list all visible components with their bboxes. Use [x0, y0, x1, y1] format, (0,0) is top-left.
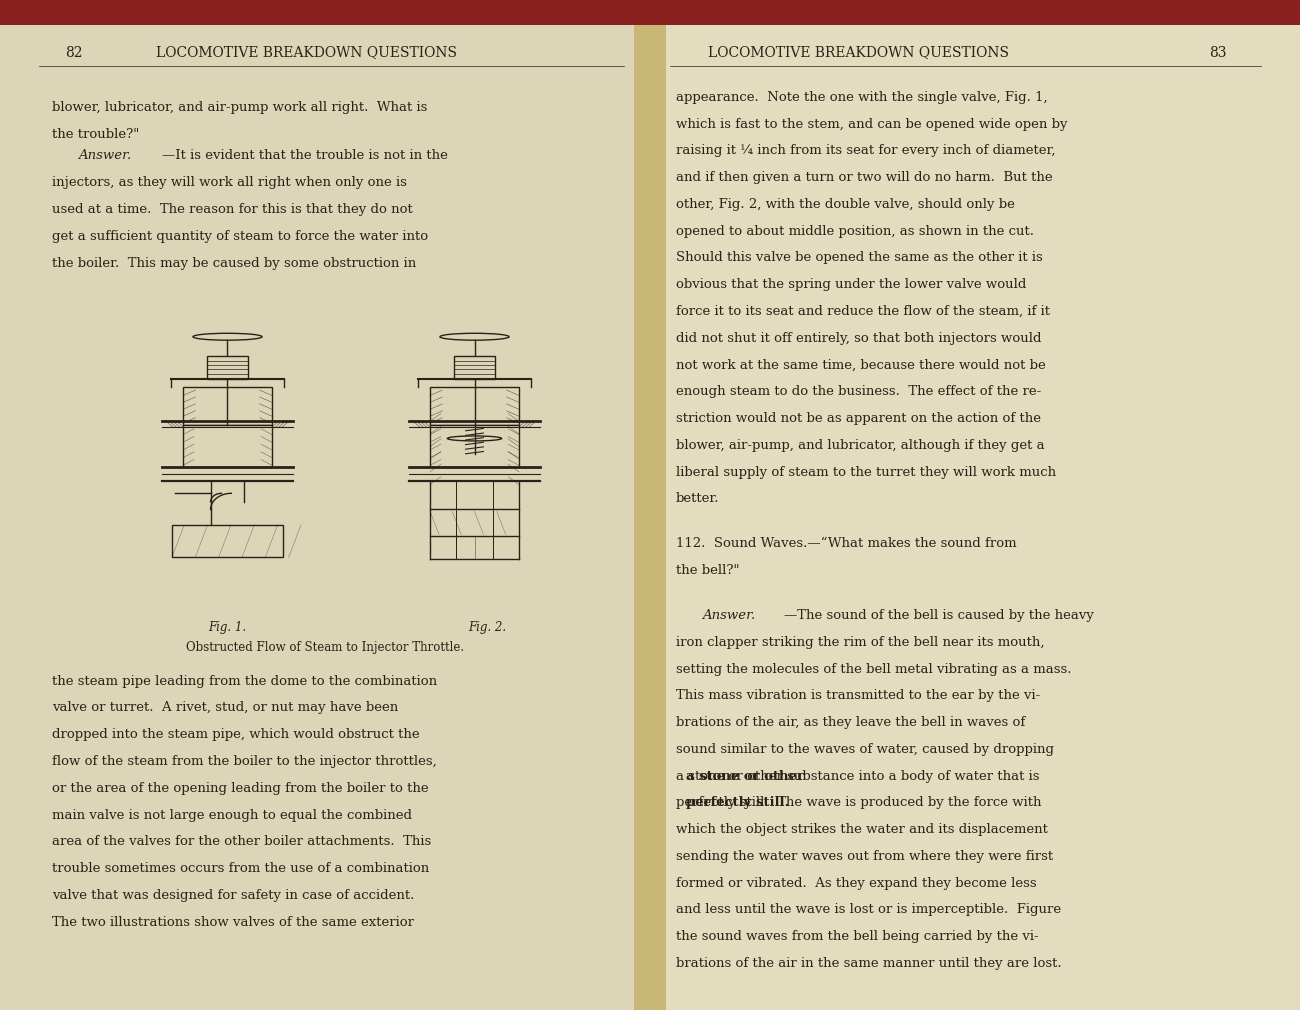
Bar: [0, 25, 650, 1010]
Text: brations of the air, as they leave the bell in waves of: brations of the air, as they leave the b…: [676, 716, 1026, 729]
Ellipse shape: [439, 333, 510, 340]
Text: used at a time.  The reason for this is that they do not: used at a time. The reason for this is t…: [52, 203, 413, 216]
Text: flow of the steam from the boiler to the injector throttles,: flow of the steam from the boiler to the…: [52, 755, 437, 768]
Text: which the object strikes the water and its displacement: which the object strikes the water and i…: [676, 823, 1048, 836]
Text: LOCOMOTIVE BREAKDOWN QUESTIONS: LOCOMOTIVE BREAKDOWN QUESTIONS: [708, 45, 1010, 60]
Text: 83: 83: [1209, 45, 1226, 60]
Text: perfectly still.: perfectly still.: [686, 796, 790, 809]
Text: brations of the air in the same manner until they are lost.: brations of the air in the same manner u…: [676, 957, 1062, 970]
Text: appearance.  Note the one with the single valve, Fig. 1,: appearance. Note the one with the single…: [676, 91, 1048, 104]
Text: not work at the same time, because there would not be: not work at the same time, because there…: [676, 359, 1045, 372]
Bar: [207, 356, 248, 379]
Text: a stone or other substance into a body of water that is: a stone or other substance into a body o…: [676, 770, 1040, 783]
Text: the trouble?": the trouble?": [52, 127, 139, 140]
Text: did not shut it off entirely, so that both injectors would: did not shut it off entirely, so that bo…: [676, 331, 1041, 344]
Text: The two illustrations show valves of the same exterior: The two illustrations show valves of the…: [52, 915, 413, 928]
Text: opened to about middle position, as shown in the cut.: opened to about middle position, as show…: [676, 224, 1034, 237]
Text: 82: 82: [65, 45, 82, 60]
Bar: [634, 25, 666, 1010]
Text: injectors, as they will work all right when only one is: injectors, as they will work all right w…: [52, 176, 407, 189]
Text: LOCOMOTIVE BREAKDOWN QUESTIONS: LOCOMOTIVE BREAKDOWN QUESTIONS: [156, 45, 458, 60]
Text: Fig. 2.: Fig. 2.: [468, 621, 507, 634]
Bar: [183, 387, 272, 425]
Text: dropped into the steam pipe, which would obstruct the: dropped into the steam pipe, which would…: [52, 728, 420, 741]
Text: sound similar to the waves of water, caused by dropping: sound similar to the waves of water, cau…: [676, 742, 1054, 755]
Text: Answer.: Answer.: [78, 149, 131, 163]
Text: —It is evident that the trouble is not in the: —It is evident that the trouble is not i…: [162, 149, 448, 163]
Text: get a sufficient quantity of steam to force the water into: get a sufficient quantity of steam to fo…: [52, 230, 428, 242]
Text: liberal supply of steam to the turret they will work much: liberal supply of steam to the turret th…: [676, 466, 1056, 479]
Text: the boiler.  This may be caused by some obstruction in: the boiler. This may be caused by some o…: [52, 257, 416, 270]
Text: better.: better.: [676, 492, 719, 505]
Text: other, Fig. 2, with the double valve, should only be: other, Fig. 2, with the double valve, sh…: [676, 198, 1015, 211]
Bar: [172, 525, 283, 558]
Text: trouble sometimes occurs from the use of a combination: trouble sometimes occurs from the use of…: [52, 862, 429, 875]
Text: setting the molecules of the bell metal vibrating as a mass.: setting the molecules of the bell metal …: [676, 663, 1071, 676]
Text: force it to its seat and reduce the flow of the steam, if it: force it to its seat and reduce the flow…: [676, 305, 1050, 318]
Text: raising it ¼ inch from its seat for every inch of diameter,: raising it ¼ inch from its seat for ever…: [676, 144, 1056, 158]
Text: Obstructed Flow of Steam to Injector Throttle.: Obstructed Flow of Steam to Injector Thr…: [186, 641, 464, 654]
Text: and if then given a turn or two will do no harm.  But the: and if then given a turn or two will do …: [676, 171, 1053, 184]
Text: Should this valve be opened the same as the other it is: Should this valve be opened the same as …: [676, 251, 1043, 265]
Text: and less until the wave is lost or is imperceptible.  Figure: and less until the wave is lost or is im…: [676, 903, 1061, 916]
Text: Answer.: Answer.: [702, 609, 755, 622]
Text: the sound waves from the bell being carried by the vi-: the sound waves from the bell being carr…: [676, 930, 1039, 943]
Bar: [0, 0, 1300, 25]
Text: valve or turret.  A rivet, stud, or nut may have been: valve or turret. A rivet, stud, or nut m…: [52, 701, 398, 714]
Text: the steam pipe leading from the dome to the combination: the steam pipe leading from the dome to …: [52, 675, 437, 688]
Text: sending the water waves out from where they were first: sending the water waves out from where t…: [676, 849, 1053, 863]
Text: blower, air-pump, and lubricator, although if they get a: blower, air-pump, and lubricator, althou…: [676, 438, 1045, 451]
Text: obvious that the spring under the lower valve would: obvious that the spring under the lower …: [676, 278, 1027, 291]
Text: enough steam to do the business.  The effect of the re-: enough steam to do the business. The eff…: [676, 385, 1041, 398]
Text: the bell?": the bell?": [676, 564, 740, 577]
Text: Fig. 1.: Fig. 1.: [208, 621, 247, 634]
Text: striction would not be as apparent on the action of the: striction would not be as apparent on th…: [676, 412, 1041, 425]
Text: formed or vibrated.  As they expand they become less: formed or vibrated. As they expand they …: [676, 877, 1036, 890]
Ellipse shape: [447, 436, 502, 441]
Text: —The sound of the bell is caused by the heavy: —The sound of the bell is caused by the …: [784, 609, 1093, 622]
Text: or the area of the opening leading from the boiler to the: or the area of the opening leading from …: [52, 782, 429, 795]
Bar: [650, 25, 1300, 1010]
Text: This mass vibration is transmitted to the ear by the vi-: This mass vibration is transmitted to th…: [676, 689, 1040, 702]
Text: valve that was designed for safety in case of accident.: valve that was designed for safety in ca…: [52, 889, 415, 902]
Text: which is fast to the stem, and can be opened wide open by: which is fast to the stem, and can be op…: [676, 117, 1067, 130]
Bar: [454, 356, 495, 379]
Text: area of the valves for the other boiler attachments.  This: area of the valves for the other boiler …: [52, 835, 432, 848]
Bar: [430, 387, 519, 425]
Ellipse shape: [192, 333, 263, 340]
Bar: [183, 425, 272, 468]
Text: perfectly still.  The wave is produced by the force with: perfectly still. The wave is produced by…: [676, 796, 1041, 809]
Text: main valve is not large enough to equal the combined: main valve is not large enough to equal …: [52, 808, 412, 821]
Bar: [430, 425, 519, 468]
Text: a stone or other: a stone or other: [686, 770, 805, 783]
Text: iron clapper striking the rim of the bell near its mouth,: iron clapper striking the rim of the bel…: [676, 636, 1044, 648]
Text: 112.  Sound Waves.—“What makes the sound from: 112. Sound Waves.—“What makes the sound …: [676, 537, 1017, 550]
Text: blower, lubricator, and air-pump work all right.  What is: blower, lubricator, and air-pump work al…: [52, 101, 428, 114]
